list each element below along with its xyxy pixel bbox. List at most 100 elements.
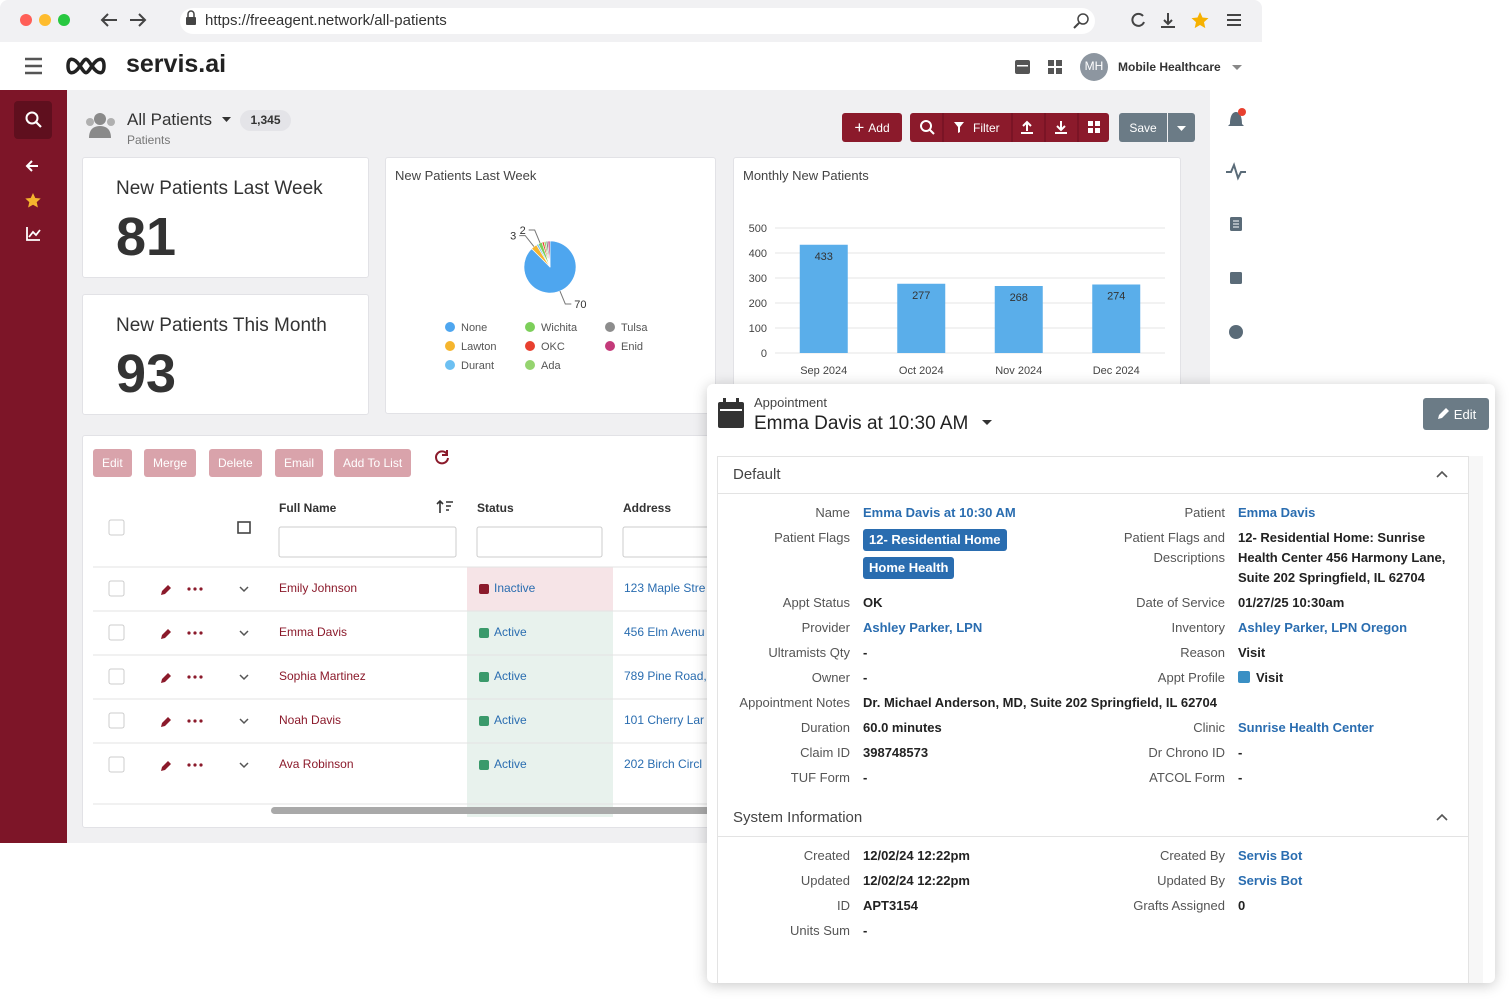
field-value[interactable]: Servis Bot xyxy=(1238,868,1460,893)
legend-label: Tulsa xyxy=(621,322,648,334)
section-header[interactable]: Default xyxy=(718,457,1468,494)
field-label: Appointment Notes xyxy=(739,694,850,710)
panel-title[interactable]: Emma Davis at 10:30 AM xyxy=(754,413,969,434)
y-tick-label: 400 xyxy=(749,248,767,260)
field-text: Dr. Michael Anderson, MD, Suite 202 Spri… xyxy=(863,694,1217,710)
patient-name[interactable]: Noah Davis xyxy=(279,713,342,727)
field-label: Created xyxy=(803,847,850,863)
avatar[interactable]: MH xyxy=(1084,59,1104,73)
column-icon xyxy=(237,521,251,534)
field-value: Dr. Michael Anderson, MD, Suite 202 Spri… xyxy=(863,690,1460,715)
more-dot xyxy=(199,675,203,679)
pie-slice xyxy=(547,240,551,268)
column-header[interactable]: Full Name xyxy=(279,501,337,515)
edit-button[interactable]: Edit xyxy=(1423,398,1489,430)
patient-status: Active xyxy=(494,625,527,639)
field-value[interactable]: Servis Bot xyxy=(1238,843,1460,868)
patient-address: 123 Maple Stre xyxy=(624,581,706,595)
field-text: Servis Bot xyxy=(1238,847,1303,863)
patient-name[interactable]: Sophia Martinez xyxy=(279,669,366,683)
field-label: Units Sum xyxy=(790,922,850,938)
field-value: 12/02/24 12:22pm xyxy=(863,843,1087,868)
patient-name[interactable]: Emily Johnson xyxy=(279,581,358,595)
legend-swatch xyxy=(525,322,535,332)
pie-title: New Patients Last Week xyxy=(395,168,537,183)
collapse-icon[interactable] xyxy=(1435,812,1449,822)
field-value: - xyxy=(863,918,1460,943)
more-dot xyxy=(193,675,197,679)
expand-icon xyxy=(239,718,249,725)
field-value: 01/27/25 10:30am xyxy=(1238,590,1460,615)
sidebar-icons xyxy=(14,101,52,241)
x-tick-label: Dec 2024 xyxy=(1093,365,1140,377)
x-tick-label: Nov 2024 xyxy=(995,365,1042,377)
field-label: Patient Flags xyxy=(774,529,850,545)
field-label: Patient xyxy=(1184,504,1225,520)
leader-line xyxy=(519,235,535,247)
header-checkbox xyxy=(108,519,125,536)
field-grid: Created 12/02/24 12:22pm Created By Servis … xyxy=(717,843,1469,943)
field-value[interactable]: Sunrise Health Center xyxy=(1238,715,1460,740)
field-value[interactable]: Ashley Parker, LPN xyxy=(863,615,1087,640)
column-filter xyxy=(278,526,457,558)
action-button[interactable]: Add To List xyxy=(334,449,412,477)
patient-status: Active xyxy=(494,713,527,727)
field-value: - xyxy=(863,640,1087,665)
field-value[interactable]: Ashley Parker, LPN Oregon xyxy=(1238,615,1460,640)
collapse-icon[interactable] xyxy=(1435,469,1449,479)
legend-swatch xyxy=(445,341,455,351)
row-checkbox xyxy=(108,712,125,729)
field-value[interactable]: Emma Davis xyxy=(1238,500,1460,525)
pie-label: 2 xyxy=(520,225,526,237)
page-title[interactable]: All Patients xyxy=(127,110,213,129)
table-lines xyxy=(93,450,721,817)
field-value: 12/02/24 12:22pm xyxy=(863,868,1087,893)
field-value: 398748573 xyxy=(863,740,1087,765)
field-label: Owner xyxy=(811,669,850,685)
org-name[interactable]: Mobile Healthcare xyxy=(1118,60,1221,74)
y-tick-label: 0 xyxy=(761,348,767,360)
action-button[interactable]: Edit xyxy=(93,449,132,477)
field-text: 12- Residential Home: Sunrise Health Cen… xyxy=(1238,529,1446,585)
kpi-title: New Patients This Month xyxy=(116,315,327,336)
field-label: Appt Profile xyxy=(1157,669,1225,685)
column-header[interactable]: Address xyxy=(623,501,672,515)
column-filter xyxy=(476,526,603,558)
legend-label: Enid xyxy=(621,341,643,353)
field-value: APT3154 xyxy=(863,893,1087,918)
edit-icon xyxy=(161,717,171,727)
patient-address: 101 Cherry Lar xyxy=(624,713,705,727)
title-caret[interactable] xyxy=(220,114,234,126)
action-button[interactable]: Merge xyxy=(144,449,197,477)
filter-label[interactable]: Filter xyxy=(973,121,1000,135)
status-swatch xyxy=(479,716,489,726)
field-text: - xyxy=(863,644,868,660)
more-dot xyxy=(187,763,191,767)
patient-name[interactable]: Emma Davis xyxy=(279,625,348,639)
action-button[interactable]: Email xyxy=(275,449,324,477)
panel-body xyxy=(717,456,1469,983)
add-label: Add xyxy=(868,120,890,135)
field-text: - xyxy=(1238,744,1243,760)
field-text: Emma Davis at 10:30 AM xyxy=(863,504,1016,520)
url[interactable]: https://freeagent.network/all-patients xyxy=(205,12,447,29)
field-label: Dr Chrono ID xyxy=(1148,744,1225,760)
edit-icon xyxy=(161,585,171,595)
field-text: 60.0 minutes xyxy=(863,719,942,735)
field-text: Ashley Parker, LPN Oregon xyxy=(1238,619,1408,635)
field-value[interactable]: Emma Davis at 10:30 AM xyxy=(863,500,1087,525)
save-menu[interactable] xyxy=(1168,113,1195,142)
field-text: APT3154 xyxy=(863,897,918,913)
charts: 70 3 2 None Lawton Durant Wichita OKC Ada Tulsa En… xyxy=(445,223,1165,377)
section-header[interactable]: System Information xyxy=(718,800,1468,837)
panel-caret[interactable] xyxy=(981,418,993,428)
column-header[interactable]: Status xyxy=(477,501,514,515)
add-button[interactable]: + Add xyxy=(842,113,902,142)
field-label: Date of Service xyxy=(1136,594,1225,610)
pie-label: 3 xyxy=(510,231,516,243)
patient-name[interactable]: Ava Robinson xyxy=(279,757,354,771)
more-dot xyxy=(187,719,191,723)
action-button[interactable]: Delete xyxy=(209,449,262,477)
logo[interactable]: servis.ai xyxy=(126,50,227,78)
save-button[interactable]: Save xyxy=(1119,113,1167,142)
